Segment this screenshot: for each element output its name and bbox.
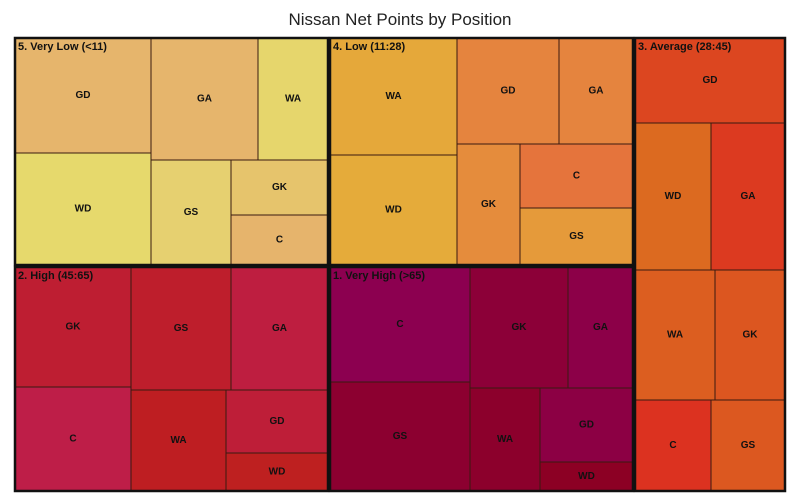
group-1-cell-label-ga: GA (197, 94, 212, 105)
group-2: WA GD GA WD GK C GS 4. Low (11:28) (328, 36, 635, 267)
group-5-cell-gk (469, 266, 569, 389)
group-5-border (328, 265, 635, 493)
group-2-cell-label-wa: WA (385, 91, 401, 102)
group-1-label: 5. Very Low (<11) (18, 41, 107, 53)
group-2-cell-label-wd: WD (385, 205, 402, 216)
group-3-cell-label-c: C (669, 440, 676, 451)
group-3-cell-label-ga: GA (741, 191, 756, 202)
group-1-cell-label-gk: GK (272, 182, 288, 193)
chart-title: Nissan Net Points by Position (288, 10, 512, 29)
group-2-cell-label-c: C (573, 171, 580, 182)
group-2-label: 4. Low (11:28) (333, 41, 405, 53)
group-4: GK GS GA C WA GD WD 2. High (45:65) (13, 265, 330, 493)
group-2-cell-c (519, 143, 634, 209)
group-3-cell-label-gk: GK (743, 330, 759, 341)
group-5-cell-gd (539, 387, 634, 463)
group-3-cell-wd (634, 122, 712, 271)
group-2-cell-ga (558, 37, 634, 145)
group-4-cell-label-ga: GA (272, 323, 287, 334)
group-2-cell-gk (456, 143, 521, 266)
group-4-cell-wd (225, 452, 329, 492)
group-1-cell-gs (150, 159, 232, 266)
group-2-cell-gd (456, 37, 560, 145)
group-5-cell-label-wa: WA (497, 434, 513, 445)
group-1-cell-label-c: C (276, 235, 283, 246)
group-5-cell-wa (469, 387, 541, 492)
group-3-cell-label-wd: WD (665, 191, 682, 202)
group-3-label: 3. Average (28:45) (638, 41, 732, 53)
group-3-cell-wa (634, 269, 716, 401)
group-5-cell-label-c: C (396, 319, 403, 330)
group-3-cell-c (634, 399, 712, 492)
group-4-cell-label-wd: WD (269, 467, 286, 478)
group-1-cell-c (230, 214, 329, 266)
group-2-cell-label-ga: GA (589, 86, 604, 97)
group-4-label: 2. High (45:65) (18, 270, 94, 282)
group-1-cell-label-wd: WD (75, 204, 92, 215)
group-1-cell-wd (14, 152, 152, 266)
group-4-cell-wa (130, 389, 227, 492)
group-3-cell-gk (714, 269, 786, 401)
group-4-cell-gs (130, 266, 232, 391)
group-4-cell-label-gd: GD (270, 416, 285, 427)
group-5-cell-gs (329, 381, 471, 492)
group-2-cell-label-gd: GD (501, 86, 516, 97)
group-4-cell-c (14, 386, 132, 492)
group-4-cell-label-gs: GS (174, 323, 189, 334)
group-1-cell-label-wa: WA (285, 94, 301, 105)
group-5-cell-label-gd: GD (579, 420, 594, 431)
group-4-cell-label-gk: GK (66, 322, 82, 333)
group-2-cell-gs (519, 207, 634, 266)
group-1: GD GA WA WD GS GK C 5. Very Low (<11) (13, 36, 330, 267)
group-3-cell-label-wa: WA (667, 330, 683, 341)
group-2-cell-label-gk: GK (481, 199, 497, 210)
group-1-cell-label-gd: GD (76, 90, 91, 101)
group-4-cell-gk (14, 266, 132, 388)
group-4-cell-label-wa: WA (170, 435, 186, 446)
group-3-cell-ga (710, 122, 786, 271)
group-2-cell-wa (329, 37, 458, 156)
group-1-cell-label-gs: GS (184, 207, 199, 218)
group-1-cell-gk (230, 159, 329, 216)
group-4-border (13, 265, 330, 493)
group-2-border (328, 36, 635, 267)
group-5-cell-label-wd: WD (578, 471, 595, 482)
group-3-cell-gs (710, 399, 786, 492)
group-5-cell-label-gk: GK (512, 322, 528, 333)
group-5-cell-label-gs: GS (393, 431, 408, 442)
group-3-border (633, 36, 787, 493)
group-2-cell-label-gs: GS (569, 231, 584, 242)
group-5-label: 1. Very High (>65) (333, 270, 425, 282)
group-1-border (13, 36, 330, 267)
group-3: GD WD GA WA GK C GS 3. Average (28:45) (633, 36, 787, 493)
group-5: C GK GA GS WA GD WD 1. Very High (>65) (328, 265, 635, 493)
group-4-cell-label-c: C (69, 434, 76, 445)
group-5-cell-label-ga: GA (593, 322, 608, 333)
group-3-cell-label-gd: GD (703, 75, 718, 86)
group-3-cell-label-gs: GS (741, 440, 756, 451)
